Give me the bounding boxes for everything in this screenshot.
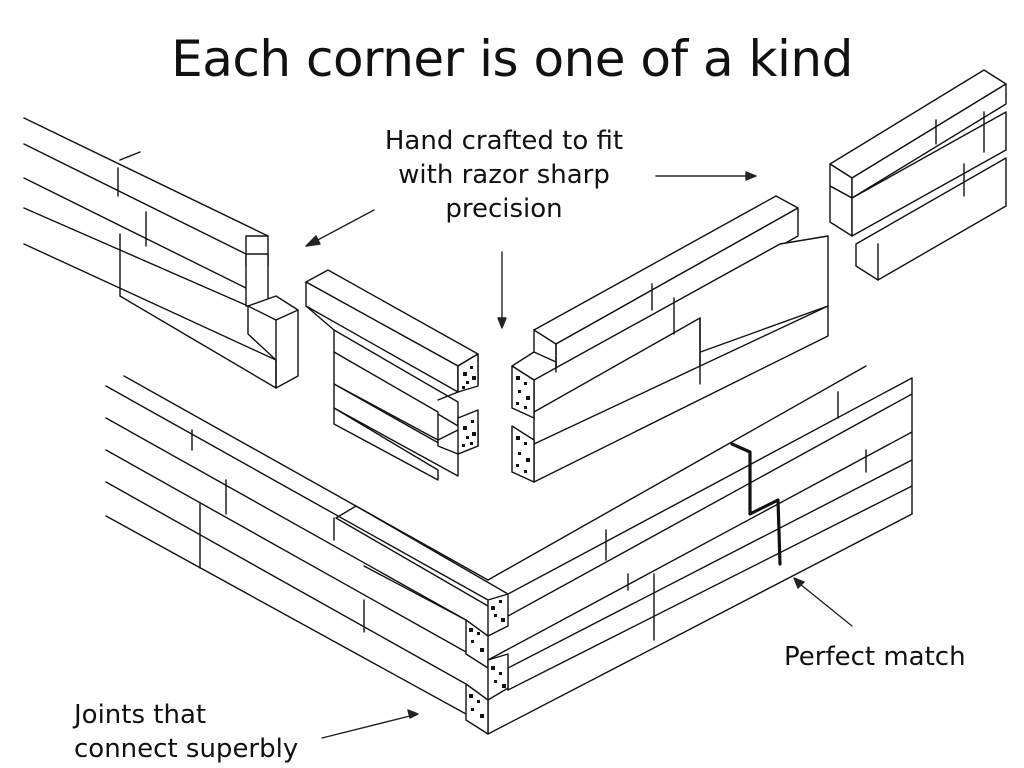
perfect-match-seam <box>730 442 782 566</box>
end-grain-top <box>457 353 479 393</box>
end-grain-lower <box>511 425 535 483</box>
arrow-to-right-wall <box>655 171 757 181</box>
diagram-title: Each corner is one of a kind <box>171 30 853 88</box>
top-right-log-wall <box>829 69 1007 281</box>
perfect-match-annotation: Perfect match <box>784 642 966 672</box>
joints-line-1: Joints that <box>74 700 207 730</box>
center-left-joint-piece <box>305 269 479 481</box>
center-right-joint-piece <box>511 195 829 483</box>
top-left-log-wall <box>23 117 299 389</box>
hand-crafted-line-2: with razor sharp <box>398 160 610 190</box>
arrow-to-joints <box>321 709 419 739</box>
arrow-down-center <box>497 251 507 329</box>
joints-line-2: connect superbly <box>74 734 299 764</box>
hand-crafted-annotation: Hand crafted to fit with razor sharp pre… <box>368 124 640 226</box>
hand-crafted-line-1: Hand crafted to fit <box>384 126 624 156</box>
arrow-to-seam <box>793 577 853 627</box>
main-corner-left-wall <box>105 375 509 715</box>
arrow-to-left-wall <box>305 209 375 247</box>
hand-crafted-line-3: precision <box>445 194 563 224</box>
joints-annotation: Joints that connect superbly <box>74 698 334 766</box>
corner-end-grain <box>465 593 509 735</box>
